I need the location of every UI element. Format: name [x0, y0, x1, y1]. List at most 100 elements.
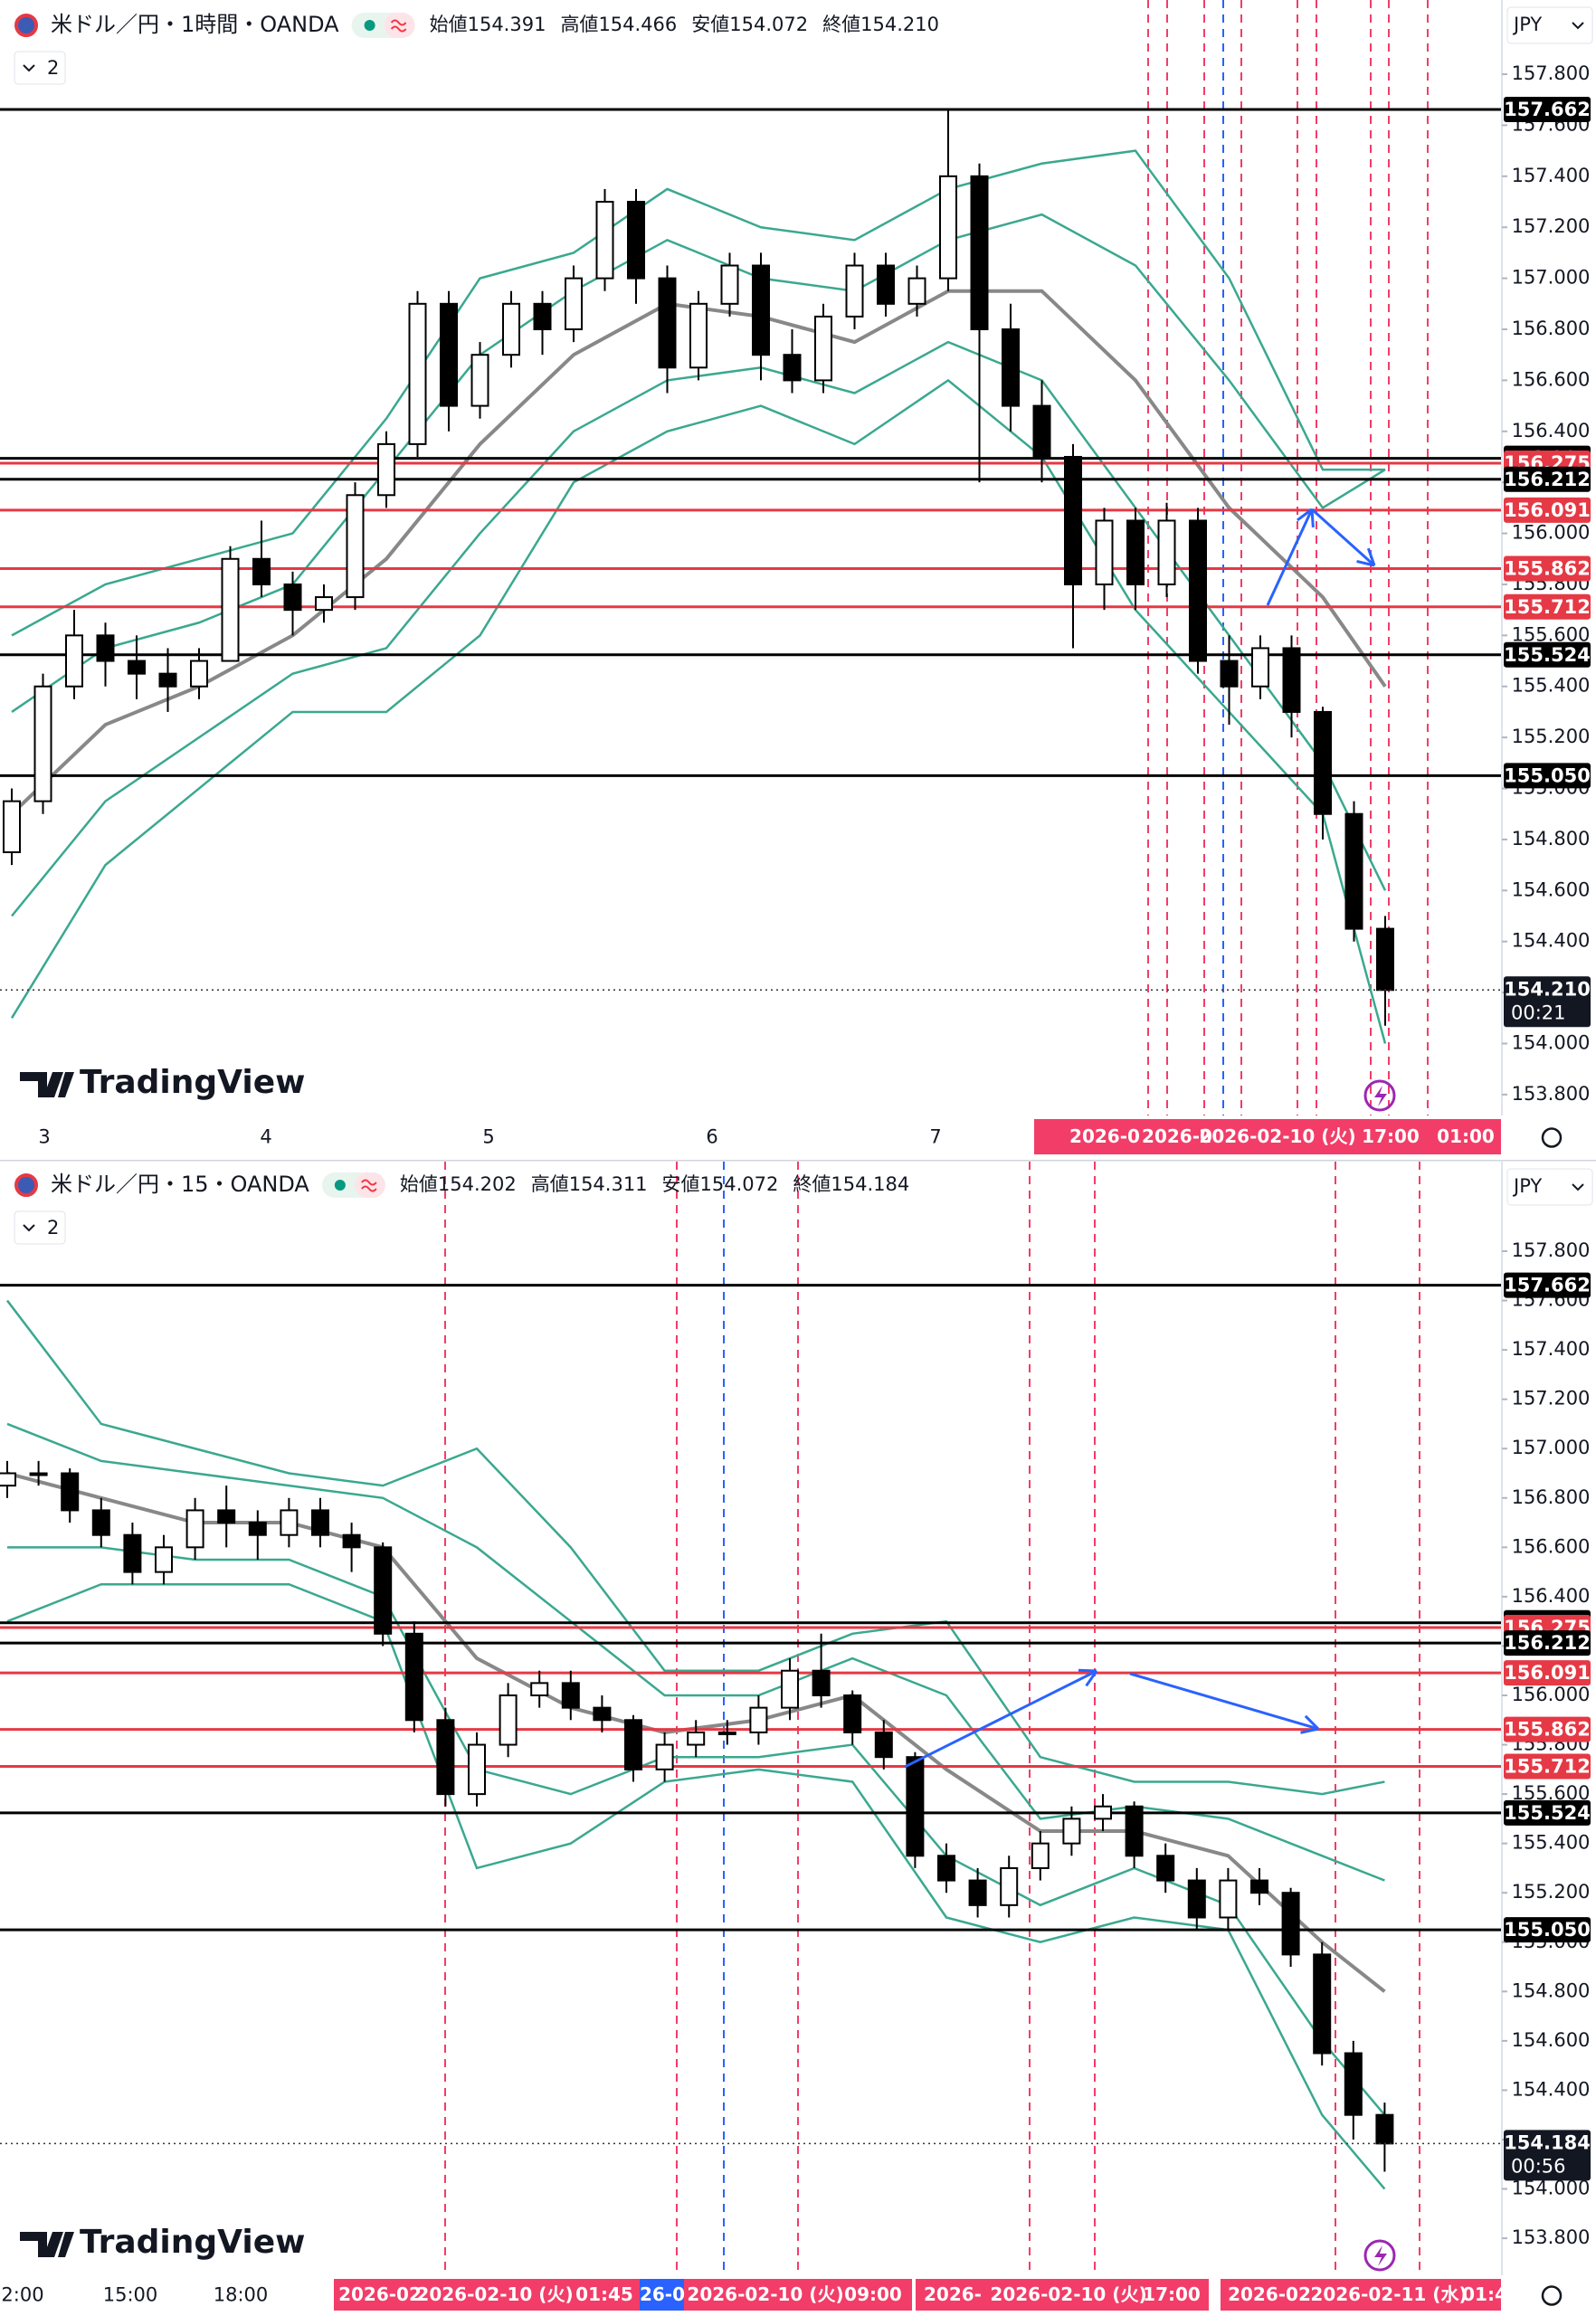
ohlc-label: 高値: [560, 14, 598, 35]
candle-body: [874, 1731, 893, 1759]
level-label-bg: [1504, 1716, 1591, 1742]
level-label-bg: [1504, 555, 1591, 582]
y-tick-label: 157.800: [1512, 62, 1591, 84]
x-tick-label: 4: [260, 1126, 271, 1148]
watermark-logo: [20, 2232, 74, 2257]
level-label: 155.712: [1504, 1756, 1591, 1778]
candle-body: [1094, 1805, 1112, 1820]
indicator-toggle[interactable]: [14, 1210, 66, 1245]
chart-title: 米ドル／円・15・OANDA: [51, 1172, 309, 1197]
alert-bolt: [1374, 2245, 1387, 2266]
indicator-toggle[interactable]: [14, 51, 66, 85]
y-tick-label: 154.000: [1512, 1031, 1591, 1053]
candle-body: [158, 672, 177, 688]
time-range-label: 2026-02-10 (火): [990, 2283, 1146, 2305]
time-range-bar: [334, 2279, 640, 2311]
alert-icon[interactable]: [1363, 1079, 1396, 1112]
band-line: [7, 1546, 1386, 2116]
candle-body: [1062, 1818, 1081, 1845]
level-label-bg: [1504, 1272, 1591, 1298]
candle-body: [814, 315, 832, 382]
watermark: TradingView: [80, 2224, 305, 2261]
y-tick-label: 157.200: [1512, 1388, 1591, 1410]
time-range-bar: [1221, 2279, 1501, 2311]
ohlc-value: 154.184: [831, 1173, 909, 1195]
time-range-label: 2026-: [924, 2283, 982, 2305]
level-label: 155.524: [1504, 644, 1591, 666]
level-label: 157.662: [1504, 1275, 1591, 1296]
ohlc: 始値154.391 高値154.466 安値154.072 終値154.210: [430, 14, 939, 35]
level-label: 155.050: [1504, 1919, 1591, 1941]
trend-arrow: [1129, 1672, 1319, 1731]
candle-body: [968, 1879, 987, 1906]
candle-body: [33, 685, 52, 802]
time-range-label: 2026-0: [1069, 1125, 1140, 1147]
arrow-head: [1366, 547, 1376, 566]
last-price-bg: [1504, 2130, 1591, 2181]
candle-body: [91, 1509, 110, 1536]
band-line: [11, 149, 1385, 637]
y-tick-label: 155.600: [1512, 623, 1591, 645]
band-line: [6, 1471, 1386, 1993]
level-label: 157.662: [1504, 99, 1591, 120]
candle-body: [624, 1719, 642, 1770]
currency-button[interactable]: [1506, 1168, 1593, 1206]
candle-body: [342, 1533, 361, 1549]
candle-body: [752, 264, 770, 356]
ohlc-label: 終値: [793, 1173, 831, 1195]
candle-body: [283, 583, 302, 612]
candle-body: [845, 264, 864, 318]
settings-icon[interactable]: [1541, 2285, 1563, 2306]
candle-body: [252, 557, 271, 585]
y-tick-label: 156.400: [1512, 420, 1591, 441]
time-range-label: 01:4: [1462, 2283, 1507, 2305]
candle-body: [720, 264, 739, 305]
candle-body: [3, 800, 21, 854]
candle-body: [1126, 519, 1145, 585]
candle-body: [687, 1731, 706, 1746]
y-tick-label: 154.600: [1512, 2029, 1591, 2051]
time-range-label: 2026-0: [1142, 1125, 1212, 1147]
candle-body: [311, 1509, 329, 1536]
ohlc-label: 終値: [822, 14, 860, 35]
alert-bolt: [1374, 1086, 1387, 1106]
x-tick-label: 15:00: [103, 2284, 158, 2306]
candle-body: [1314, 710, 1332, 815]
last-price-label: 154.184: [1504, 2131, 1591, 2153]
y-tick-label: 155.400: [1512, 1832, 1591, 1854]
candle-body: [561, 1682, 580, 1709]
y-tick-label: 157.000: [1512, 1437, 1591, 1458]
band-line: [11, 340, 1387, 917]
countdown: 00:21: [1511, 1001, 1566, 1023]
x-tick-label: 18:00: [214, 2284, 269, 2306]
settings-icon[interactable]: [1541, 1127, 1563, 1148]
currency-caret: [1572, 1183, 1584, 1191]
y-tick-label: 156.000: [1512, 1684, 1591, 1705]
x-tick-label: 6: [706, 1126, 717, 1148]
time-range-label: 09:00: [844, 2283, 902, 2305]
candle-body: [593, 1706, 612, 1722]
band-line: [11, 213, 1386, 713]
candle-body: [1344, 2052, 1363, 2116]
time-range-label: 2026-02-11 (水): [1310, 2283, 1467, 2305]
y-tick-label: 157.000: [1512, 267, 1591, 289]
level-label-bg: [1504, 497, 1591, 523]
candle-body: [1031, 1842, 1050, 1869]
ohlc-value: 154.210: [860, 14, 939, 35]
level-label-bg: [1504, 1753, 1591, 1780]
candle-body: [1032, 404, 1051, 458]
alert-icon[interactable]: [1363, 2239, 1396, 2272]
ohlc-label: 始値: [400, 1173, 438, 1195]
candle-body: [346, 494, 365, 599]
symbol-flag: [14, 1173, 38, 1197]
x-tick-label: 7: [929, 1126, 941, 1148]
band-line: [10, 289, 1387, 816]
level-label-bg: [1504, 1630, 1591, 1656]
level-label: 155.712: [1504, 596, 1591, 618]
ohlc-value: 154.391: [468, 14, 546, 35]
ohlc-label: 安値: [662, 1173, 700, 1195]
currency-button[interactable]: [1506, 6, 1593, 44]
level-label: 155.862: [1504, 1719, 1591, 1741]
candle-body: [128, 660, 146, 675]
y-tick-label: 154.400: [1512, 2078, 1591, 2100]
